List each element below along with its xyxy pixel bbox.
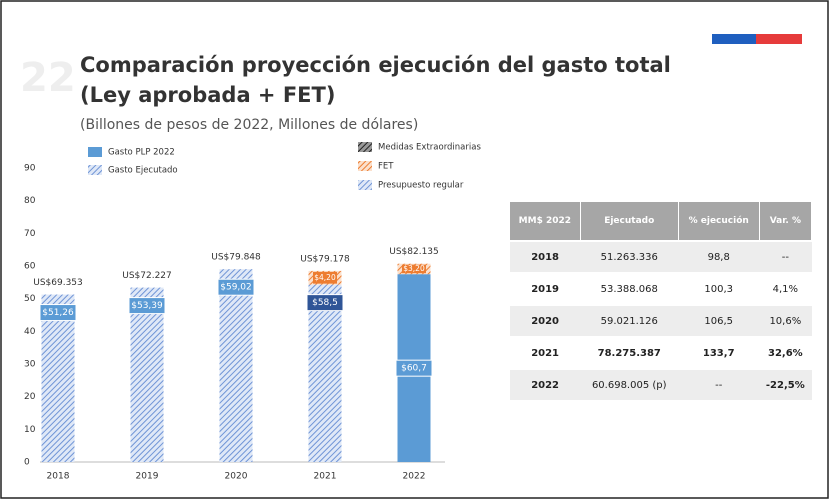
y-tick-label: 40 bbox=[24, 327, 36, 337]
y-tick-label: 20 bbox=[24, 392, 36, 402]
table-cell: 2021 bbox=[510, 336, 581, 369]
usd-label: US$69.353 bbox=[33, 278, 83, 288]
y-tick-label: 80 bbox=[24, 196, 36, 206]
y-tick-label: 0 bbox=[24, 458, 30, 468]
legend-swatch bbox=[358, 142, 372, 152]
y-tick-label: 10 bbox=[24, 425, 36, 435]
table-cell: 2022 bbox=[510, 368, 581, 400]
legend-swatch bbox=[358, 180, 372, 190]
table-cell: 98,8 bbox=[678, 240, 760, 273]
usd-label: US$79.178 bbox=[300, 254, 350, 264]
x-tick-label: 2020 bbox=[225, 472, 248, 482]
usd-label: US$72.227 bbox=[122, 271, 172, 281]
bar-label-box bbox=[395, 359, 433, 377]
bar-label-box bbox=[128, 297, 166, 315]
legend-swatch bbox=[358, 161, 372, 171]
table-cell: 32,6% bbox=[759, 336, 812, 369]
table-cell: 2020 bbox=[510, 304, 581, 337]
header-cell: % ejecución bbox=[678, 202, 760, 241]
table-cell: -- bbox=[759, 240, 812, 273]
bar-label: $58,5 bbox=[312, 298, 338, 308]
table-cell: 53.388.068 bbox=[580, 272, 679, 305]
y-tick-label: 70 bbox=[24, 229, 36, 239]
title-line: Comparación proyección ejecución del gas… bbox=[80, 53, 671, 77]
legend-label: Gasto Ejecutado bbox=[108, 166, 178, 176]
header-cell: MM$ 2022 bbox=[510, 202, 581, 241]
legend-label: Gasto PLP 2022 bbox=[108, 148, 175, 158]
subtitle: (Billones de pesos de 2022, Millones de … bbox=[80, 117, 418, 133]
usd-label: US$82.135 bbox=[389, 247, 439, 257]
value-label-box bbox=[402, 264, 426, 274]
table-cell: 133,7 bbox=[678, 336, 760, 369]
bar-label-box bbox=[306, 294, 344, 312]
y-tick-label: 60 bbox=[24, 262, 36, 272]
table-cell: 78.275.387 bbox=[580, 336, 679, 369]
bar-segment bbox=[41, 294, 75, 462]
table-cell: 4,1% bbox=[759, 272, 812, 305]
legend-label: Presupuesto regular bbox=[378, 181, 464, 191]
bar-label: $53,39 bbox=[131, 301, 163, 311]
legend-swatch bbox=[88, 147, 102, 157]
table-cell: 59.021.126 bbox=[580, 304, 679, 337]
x-tick-label: 2019 bbox=[136, 472, 159, 482]
table-cell: -22,5% bbox=[759, 368, 812, 400]
bar-segment bbox=[219, 269, 253, 462]
legend-label: FET bbox=[378, 162, 394, 172]
table-cell: 100,3 bbox=[678, 272, 760, 305]
bar-label-box bbox=[217, 278, 255, 296]
title-line: (Ley aprobada + FET) bbox=[80, 83, 335, 107]
y-tick-label: 50 bbox=[24, 294, 36, 304]
value-label: $4,20 bbox=[314, 273, 336, 282]
table-cell: 60.698.005 (p) bbox=[580, 368, 679, 400]
y-tick-label: 90 bbox=[24, 164, 36, 174]
usd-label: US$79.848 bbox=[211, 253, 261, 263]
legend-swatch bbox=[88, 165, 102, 175]
table-cell: -- bbox=[678, 368, 760, 400]
table-row: 2020 59.021.126 106,5 10,6% bbox=[510, 304, 812, 337]
flag-blue bbox=[712, 34, 756, 44]
table-cell: 10,6% bbox=[759, 304, 812, 337]
table-cell: 2018 bbox=[510, 240, 581, 273]
value-label: $3,20 bbox=[403, 264, 425, 273]
header-cell: Ejecutado bbox=[580, 202, 679, 241]
logo: 22 bbox=[20, 55, 76, 101]
bar-label: $51,26 bbox=[42, 308, 74, 318]
value-label-box bbox=[313, 271, 337, 284]
table-row: 2019 53.388.068 100,3 4,1% bbox=[510, 272, 812, 305]
header-cell: Var. % bbox=[759, 202, 813, 241]
table-cell: 51.263.336 bbox=[580, 240, 679, 273]
x-tick-label: 2021 bbox=[314, 472, 337, 482]
bar-segment bbox=[308, 284, 342, 462]
x-tick-label: 2018 bbox=[47, 472, 70, 482]
x-tick-label: 2022 bbox=[403, 472, 426, 482]
table-row: 2021 78.275.387 133,7 32,6% bbox=[510, 336, 812, 369]
table-cell: 106,5 bbox=[678, 304, 760, 337]
data-table: MM$ 2022 Ejecutado% ejecución Var. % 2018 51… bbox=[510, 202, 813, 400]
bar-label: $60,7 bbox=[401, 364, 427, 374]
bar-segment bbox=[130, 287, 164, 462]
legend-label: Medidas Extraordinarias bbox=[378, 143, 481, 153]
bar-label: $59,02 bbox=[220, 283, 252, 293]
table-row: 2018 51.263.336 98,8 -- bbox=[510, 240, 812, 273]
table-cell: 2019 bbox=[510, 272, 581, 305]
flag-red bbox=[756, 34, 802, 44]
y-tick-label: 30 bbox=[24, 360, 36, 370]
table-row: 2022 60.698.005 (p) -- -22,5% bbox=[510, 368, 812, 400]
bar-label-box bbox=[39, 304, 77, 322]
